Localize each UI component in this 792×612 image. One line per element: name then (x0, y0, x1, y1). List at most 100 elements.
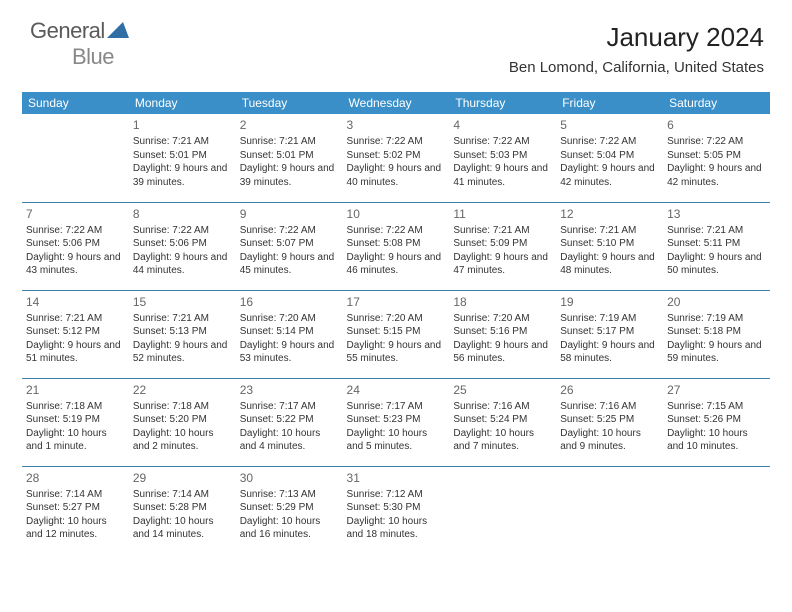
logo-text-a: General (30, 18, 105, 43)
calendar-row: 28 Sunrise: 7:14 AMSunset: 5:27 PMDayligh… (22, 466, 770, 554)
calendar-row: 21 Sunrise: 7:18 AMSunset: 5:19 PMDayligh… (22, 378, 770, 466)
calendar-table: SundayMondayTuesdayWednesdayThursdayFrid… (22, 92, 770, 554)
day-detail-text: Sunrise: 7:16 AMSunset: 5:24 PMDaylight:… (453, 400, 552, 454)
day-detail-text: Sunrise: 7:21 AMSunset: 5:12 PMDaylight:… (26, 312, 125, 366)
calendar-cell: 9Sunrise: 7:22 AMSunset: 5:07 PMDaylight… (236, 202, 343, 290)
day-number: 26 (560, 382, 659, 398)
calendar-cell: 18Sunrise: 7:20 AMSunset: 5:16 PMDayligh… (449, 290, 556, 378)
day-number: 14 (26, 294, 125, 310)
page-title: January 2024 (509, 22, 764, 53)
day-detail-text: Sunrise: 7:21 AMSunset: 5:01 PMDaylight:… (240, 135, 339, 189)
calendar-body: 1 Sunrise: 7:21 AMSunset: 5:01 PMDaylight… (22, 114, 770, 554)
day-detail-text: Sunrise: 7:16 AMSunset: 5:25 PMDaylight:… (560, 400, 659, 454)
calendar-cell: 22Sunrise: 7:18 AMSunset: 5:20 PMDayligh… (129, 378, 236, 466)
calendar-row: 7 Sunrise: 7:22 AMSunset: 5:06 PMDaylight… (22, 202, 770, 290)
calendar-cell: 2 Sunrise: 7:21 AMSunset: 5:01 PMDaylight… (236, 114, 343, 202)
day-detail-text: Sunrise: 7:21 AMSunset: 5:10 PMDaylight:… (560, 224, 659, 278)
day-number: 25 (453, 382, 552, 398)
day-detail-text: Sunrise: 7:14 AMSunset: 5:28 PMDaylight:… (133, 488, 232, 542)
day-detail-text: Sunrise: 7:13 AMSunset: 5:29 PMDaylight:… (240, 488, 339, 542)
day-number: 27 (667, 382, 766, 398)
calendar-cell: 8 Sunrise: 7:22 AMSunset: 5:06 PMDaylight… (129, 202, 236, 290)
day-number: 31 (347, 470, 446, 486)
day-number: 28 (26, 470, 125, 486)
header: January 2024 Ben Lomond, California, Uni… (509, 22, 764, 76)
day-detail-text: Sunrise: 7:22 AMSunset: 5:02 PMDaylight:… (347, 135, 446, 189)
day-number: 13 (667, 206, 766, 222)
calendar-cell: 19Sunrise: 7:19 AMSunset: 5:17 PMDayligh… (556, 290, 663, 378)
calendar-cell (556, 466, 663, 554)
calendar-cell: 1 Sunrise: 7:21 AMSunset: 5:01 PMDaylight… (129, 114, 236, 202)
day-detail-text: Sunrise: 7:18 AMSunset: 5:20 PMDaylight:… (133, 400, 232, 454)
day-number: 20 (667, 294, 766, 310)
calendar-cell: 4 Sunrise: 7:22 AMSunset: 5:03 PMDaylight… (449, 114, 556, 202)
calendar-cell (663, 466, 770, 554)
calendar-cell: 31 Sunrise: 7:12 AMSunset: 5:30 PMDayligh… (343, 466, 450, 554)
calendar-cell: 25 Sunrise: 7:16 AMSunset: 5:24 PMDayligh… (449, 378, 556, 466)
day-header: Tuesday (236, 92, 343, 114)
day-detail-text: Sunrise: 7:18 AMSunset: 5:19 PMDaylight:… (26, 400, 125, 454)
day-header: Saturday (663, 92, 770, 114)
day-detail-text: Sunrise: 7:19 AMSunset: 5:17 PMDaylight:… (560, 312, 659, 366)
day-detail-text: Sunrise: 7:22 AMSunset: 5:06 PMDaylight:… (26, 224, 125, 278)
day-number: 2 (240, 117, 339, 133)
logo: General Blue (30, 18, 129, 70)
calendar-cell: 23 Sunrise: 7:17 AMSunset: 5:22 PMDayligh… (236, 378, 343, 466)
day-number: 29 (133, 470, 232, 486)
day-detail-text: Sunrise: 7:22 AMSunset: 5:06 PMDaylight:… (133, 224, 232, 278)
day-number: 10 (347, 206, 446, 222)
day-number: 9 (240, 206, 339, 222)
day-header: Monday (129, 92, 236, 114)
day-detail-text: Sunrise: 7:20 AMSunset: 5:15 PMDaylight:… (347, 312, 446, 366)
calendar-cell: 29 Sunrise: 7:14 AMSunset: 5:28 PMDayligh… (129, 466, 236, 554)
calendar-cell: 16 Sunrise: 7:20 AMSunset: 5:14 PMDayligh… (236, 290, 343, 378)
day-number: 8 (133, 206, 232, 222)
calendar-cell: 30Sunrise: 7:13 AMSunset: 5:29 PMDayligh… (236, 466, 343, 554)
day-detail-text: Sunrise: 7:12 AMSunset: 5:30 PMDaylight:… (347, 488, 446, 542)
day-number: 15 (133, 294, 232, 310)
calendar-cell: 24 Sunrise: 7:17 AMSunset: 5:23 PMDayligh… (343, 378, 450, 466)
day-detail-text: Sunrise: 7:17 AMSunset: 5:22 PMDaylight:… (240, 400, 339, 454)
day-detail-text: Sunrise: 7:17 AMSunset: 5:23 PMDaylight:… (347, 400, 446, 454)
calendar-cell: 7 Sunrise: 7:22 AMSunset: 5:06 PMDaylight… (22, 202, 129, 290)
day-number: 17 (347, 294, 446, 310)
calendar-cell: 6Sunrise: 7:22 AMSunset: 5:05 PMDaylight… (663, 114, 770, 202)
day-number: 5 (560, 117, 659, 133)
day-detail-text: Sunrise: 7:21 AMSunset: 5:11 PMDaylight:… (667, 224, 766, 278)
day-number: 18 (453, 294, 552, 310)
calendar-cell: 20 Sunrise: 7:19 AMSunset: 5:18 PMDayligh… (663, 290, 770, 378)
day-number: 23 (240, 382, 339, 398)
day-detail-text: Sunrise: 7:22 AMSunset: 5:03 PMDaylight:… (453, 135, 552, 189)
day-number: 7 (26, 206, 125, 222)
day-header: Sunday (22, 92, 129, 114)
calendar-cell: 3 Sunrise: 7:22 AMSunset: 5:02 PMDaylight… (343, 114, 450, 202)
calendar-cell: 13 Sunrise: 7:21 AMSunset: 5:11 PMDayligh… (663, 202, 770, 290)
day-number: 11 (453, 206, 552, 222)
calendar-row: 14 Sunrise: 7:21 AMSunset: 5:12 PMDayligh… (22, 290, 770, 378)
day-number: 24 (347, 382, 446, 398)
location-text: Ben Lomond, California, United States (509, 59, 764, 76)
day-number: 21 (26, 382, 125, 398)
day-header-row: SundayMondayTuesdayWednesdayThursdayFrid… (22, 92, 770, 114)
day-detail-text: Sunrise: 7:22 AMSunset: 5:05 PMDaylight:… (667, 135, 766, 189)
day-number: 16 (240, 294, 339, 310)
logo-text-b: Blue (72, 44, 114, 69)
day-detail-text: Sunrise: 7:15 AMSunset: 5:26 PMDaylight:… (667, 400, 766, 454)
day-number: 3 (347, 117, 446, 133)
calendar-cell: 26 Sunrise: 7:16 AMSunset: 5:25 PMDayligh… (556, 378, 663, 466)
day-detail-text: Sunrise: 7:21 AMSunset: 5:09 PMDaylight:… (453, 224, 552, 278)
calendar-row: 1 Sunrise: 7:21 AMSunset: 5:01 PMDaylight… (22, 114, 770, 202)
day-detail-text: Sunrise: 7:14 AMSunset: 5:27 PMDaylight:… (26, 488, 125, 542)
day-number: 4 (453, 117, 552, 133)
day-header: Wednesday (343, 92, 450, 114)
day-detail-text: Sunrise: 7:19 AMSunset: 5:18 PMDaylight:… (667, 312, 766, 366)
day-detail-text: Sunrise: 7:21 AMSunset: 5:01 PMDaylight:… (133, 135, 232, 189)
day-number: 1 (133, 117, 232, 133)
calendar-cell (22, 114, 129, 202)
calendar-cell: 28 Sunrise: 7:14 AMSunset: 5:27 PMDayligh… (22, 466, 129, 554)
day-detail-text: Sunrise: 7:21 AMSunset: 5:13 PMDaylight:… (133, 312, 232, 366)
day-detail-text: Sunrise: 7:20 AMSunset: 5:14 PMDaylight:… (240, 312, 339, 366)
calendar-cell: 27 Sunrise: 7:15 AMSunset: 5:26 PMDayligh… (663, 378, 770, 466)
calendar-cell: 5Sunrise: 7:22 AMSunset: 5:04 PMDaylight… (556, 114, 663, 202)
calendar-cell: 21 Sunrise: 7:18 AMSunset: 5:19 PMDayligh… (22, 378, 129, 466)
